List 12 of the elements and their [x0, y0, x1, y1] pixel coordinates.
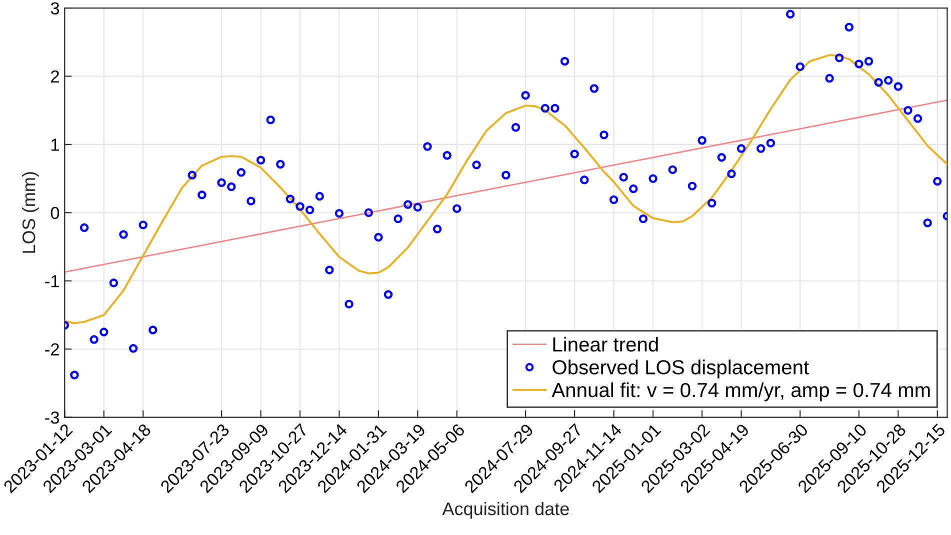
legend-label: Observed LOS displacement: [552, 360, 809, 378]
legend-label: Linear trend: [553, 336, 658, 352]
y-tick-label: 0: [50, 206, 60, 220]
y-axis-title: LOS (mm): [22, 172, 39, 253]
y-tick-label: 1: [51, 138, 59, 151]
y-tick-label: -1: [45, 275, 59, 288]
y-tick-label: 2: [51, 70, 59, 83]
y-tick-label: -3: [45, 411, 60, 424]
x-axis-title: Acquisition date: [442, 502, 569, 519]
y-tick-label: 3: [50, 2, 60, 14]
legend-label: Annual fit: v = 0.74 mm/yr, amp = 0.74 mm: [552, 382, 930, 402]
y-tick-label: -2: [45, 343, 59, 356]
